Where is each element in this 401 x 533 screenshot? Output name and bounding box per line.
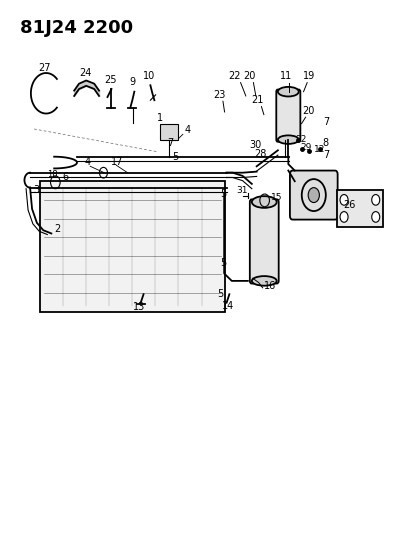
Text: 8: 8 [323,138,329,148]
Text: 7: 7 [323,150,330,160]
Ellipse shape [278,135,299,144]
Circle shape [372,212,380,222]
Text: 11: 11 [280,71,292,81]
Text: 24: 24 [79,68,91,78]
FancyBboxPatch shape [276,90,300,142]
Text: 4: 4 [85,157,91,167]
Text: 16: 16 [264,281,276,291]
Ellipse shape [252,196,277,208]
Circle shape [340,195,348,205]
Text: 4: 4 [184,125,190,135]
Text: 21: 21 [252,95,264,105]
Text: 2: 2 [54,224,61,234]
Text: 22: 22 [229,71,241,81]
Bar [160,124,178,140]
Text: 7: 7 [168,138,174,148]
Text: 1: 1 [156,113,163,123]
Text: 5: 5 [172,152,179,162]
Text: 12: 12 [314,146,326,155]
Text: 20: 20 [243,71,255,81]
Circle shape [372,195,380,205]
FancyBboxPatch shape [290,171,338,220]
Text: 26: 26 [344,200,356,210]
Circle shape [340,212,348,222]
Text: 14: 14 [222,301,234,311]
Text: 13: 13 [134,302,146,312]
Text: 5: 5 [217,289,224,299]
Circle shape [308,188,319,203]
Ellipse shape [252,276,277,286]
Text: 5: 5 [220,189,226,199]
Text: 15: 15 [271,193,282,203]
Text: 29: 29 [300,143,311,152]
Ellipse shape [278,87,299,96]
Bar [40,181,225,312]
Text: 23: 23 [213,90,225,100]
Text: 5: 5 [220,259,226,269]
Text: 81J24 2200: 81J24 2200 [20,19,133,37]
Text: 19: 19 [304,71,316,81]
Bar [337,190,383,227]
Text: 6: 6 [62,172,68,182]
Text: 30: 30 [249,140,261,150]
Text: 7: 7 [323,117,330,127]
Text: 17: 17 [111,157,123,167]
FancyBboxPatch shape [250,199,279,284]
Text: 28: 28 [254,149,266,159]
Text: 27: 27 [38,63,51,74]
Text: 32: 32 [295,135,306,144]
Text: 31: 31 [237,186,248,195]
Text: 3: 3 [33,185,39,195]
Text: 20: 20 [303,106,315,116]
Text: 10: 10 [144,71,156,81]
Text: 9: 9 [129,77,136,87]
Text: 25: 25 [104,75,117,85]
Text: 18: 18 [47,170,58,179]
